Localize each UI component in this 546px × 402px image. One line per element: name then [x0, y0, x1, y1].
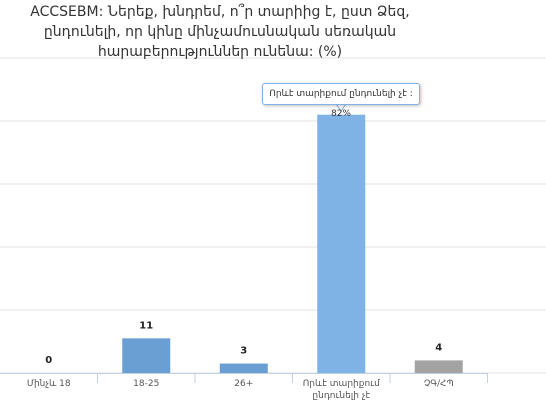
- x-tick-label: Որևէ տարիքում ընդունելի չէ: [302, 379, 380, 401]
- bar: [317, 114, 366, 373]
- x-tick-label: 26+: [234, 379, 254, 389]
- data-label: 3: [240, 346, 247, 357]
- data-label: 4: [435, 342, 442, 353]
- x-tick-label: 18-25: [133, 379, 160, 389]
- x-tick-label: ՉԳ/ՀՊ: [423, 379, 454, 389]
- chart-title: ACCSEBM: Ներեք, խնդրեմ, ո՞ր տարիից է, ըս…: [30, 4, 410, 60]
- data-label: 11: [139, 320, 153, 331]
- data-label: 0: [45, 355, 52, 366]
- tooltip: Որևէ տարիքում ընդունելի չէ : 82%: [262, 83, 420, 119]
- x-tick-label: Մինչև 18: [26, 379, 71, 389]
- bar: [414, 360, 463, 373]
- bar: [219, 363, 268, 373]
- bar: [122, 338, 171, 373]
